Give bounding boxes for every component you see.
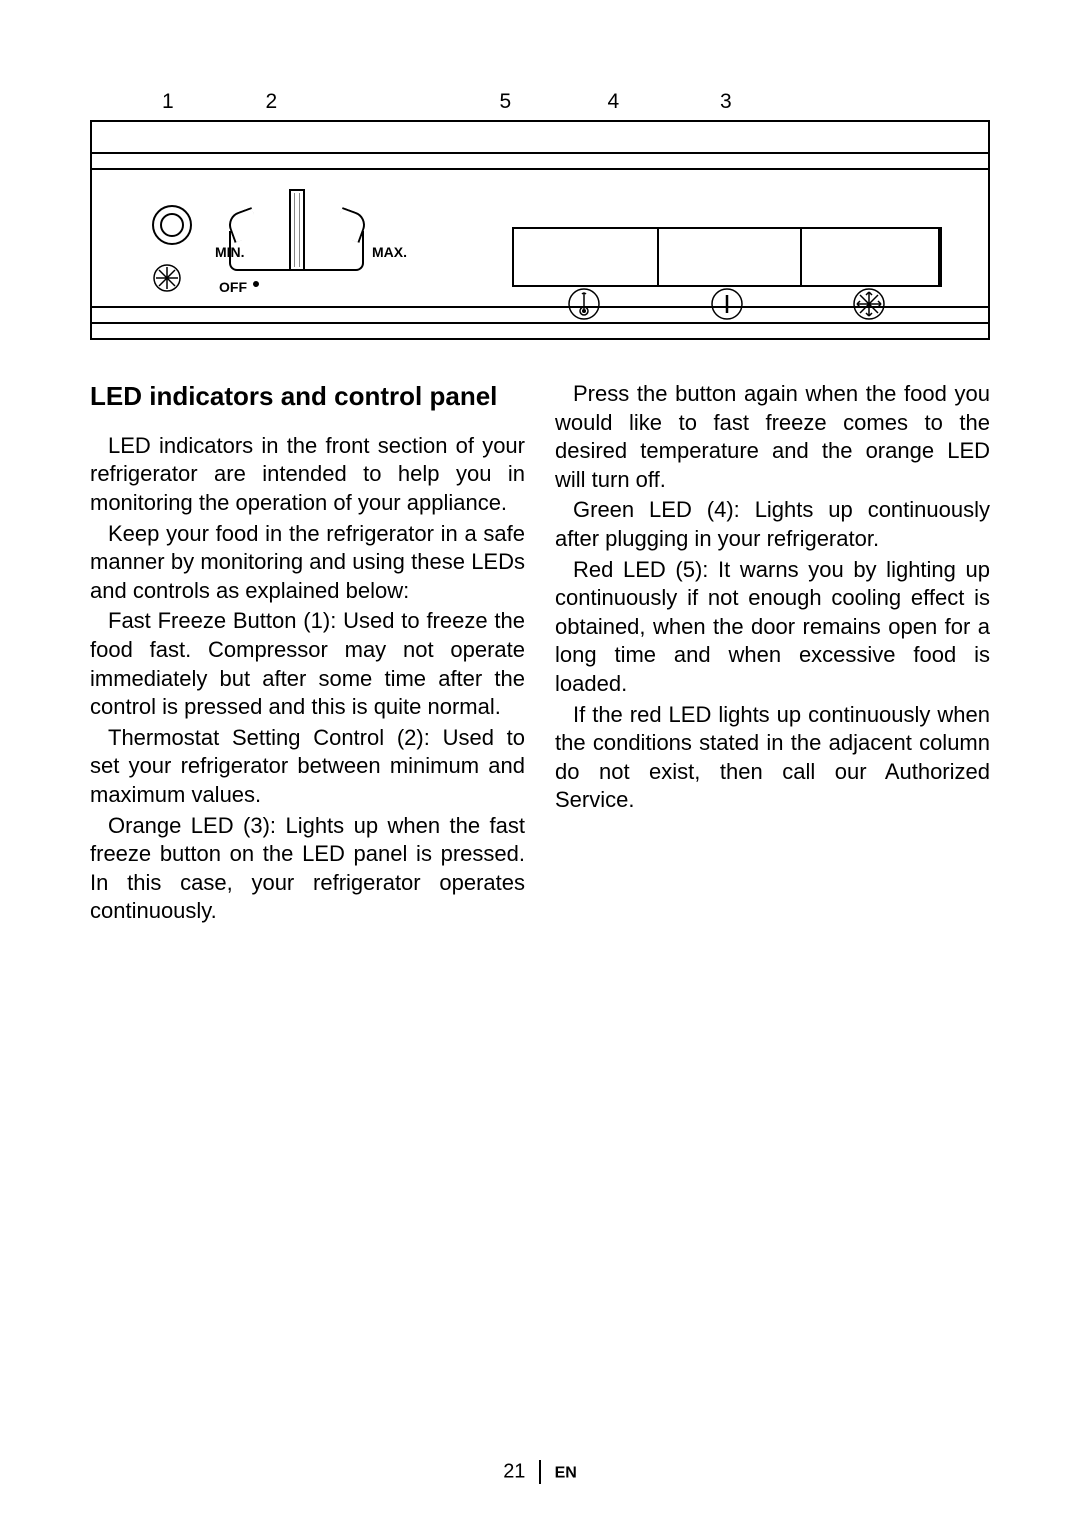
language-code: EN — [555, 1464, 577, 1481]
callout-3: 3 — [720, 90, 732, 114]
page-footer: 21 EN — [0, 1460, 1080, 1484]
section-heading: LED indicators and control panel — [90, 380, 525, 414]
callout-4: 4 — [608, 90, 620, 114]
body-paragraph: LED indicators in the front section of y… — [90, 432, 525, 518]
max-label: MAX. — [372, 244, 407, 260]
footer-divider — [539, 1460, 541, 1484]
callout-2: 2 — [266, 90, 278, 114]
dial-pointer — [289, 189, 305, 271]
body-text: LED indicators and control panel LED ind… — [90, 380, 990, 928]
thermometer-icon — [567, 287, 601, 321]
led-panel — [512, 227, 942, 287]
led-divider — [657, 229, 659, 285]
thermostat-dial: MIN. MAX. OFF — [217, 189, 417, 299]
body-paragraph: Orange LED (3): Lights up when the fast … — [90, 812, 525, 926]
right-column: Press the button again when the food you… — [555, 380, 990, 928]
led-icons-row — [512, 287, 942, 327]
body-paragraph: Keep your food in the refrigerator in a … — [90, 520, 525, 606]
callout-1: 1 — [162, 90, 174, 114]
left-column: LED indicators and control panel LED ind… — [90, 380, 525, 928]
off-label: OFF — [219, 279, 247, 295]
panel-trim-line — [92, 168, 988, 170]
body-paragraph: Fast Freeze Button (1): Used to freeze t… — [90, 607, 525, 721]
power-icon — [710, 287, 744, 321]
thermostat-section: MIN. MAX. OFF — [122, 177, 452, 312]
led-divider — [800, 229, 802, 285]
fast-freeze-button — [152, 205, 192, 245]
control-panel-diagram: 1 2 5 4 3 — [90, 90, 990, 340]
body-paragraph: Green LED (4): Lights up continuously af… — [555, 496, 990, 553]
off-dot — [253, 281, 259, 287]
callout-5: 5 — [500, 90, 512, 114]
button-inner-circle — [160, 213, 184, 237]
body-paragraph: Red LED (5): It warns you by lighting up… — [555, 556, 990, 699]
body-paragraph: If the red LED lights up continuously wh… — [555, 701, 990, 815]
snowflake-icon — [152, 263, 182, 293]
panel-outline: MIN. MAX. OFF — [90, 120, 990, 340]
snowflake-icon — [852, 287, 886, 321]
min-label: MIN. — [215, 244, 245, 260]
panel-trim-line — [92, 152, 988, 154]
page-number: 21 — [503, 1460, 525, 1482]
body-paragraph: Thermostat Setting Control (2): Used to … — [90, 724, 525, 810]
body-paragraph: Press the button again when the food you… — [555, 380, 990, 494]
diagram-callout-numbers: 1 2 5 4 3 — [90, 90, 990, 120]
